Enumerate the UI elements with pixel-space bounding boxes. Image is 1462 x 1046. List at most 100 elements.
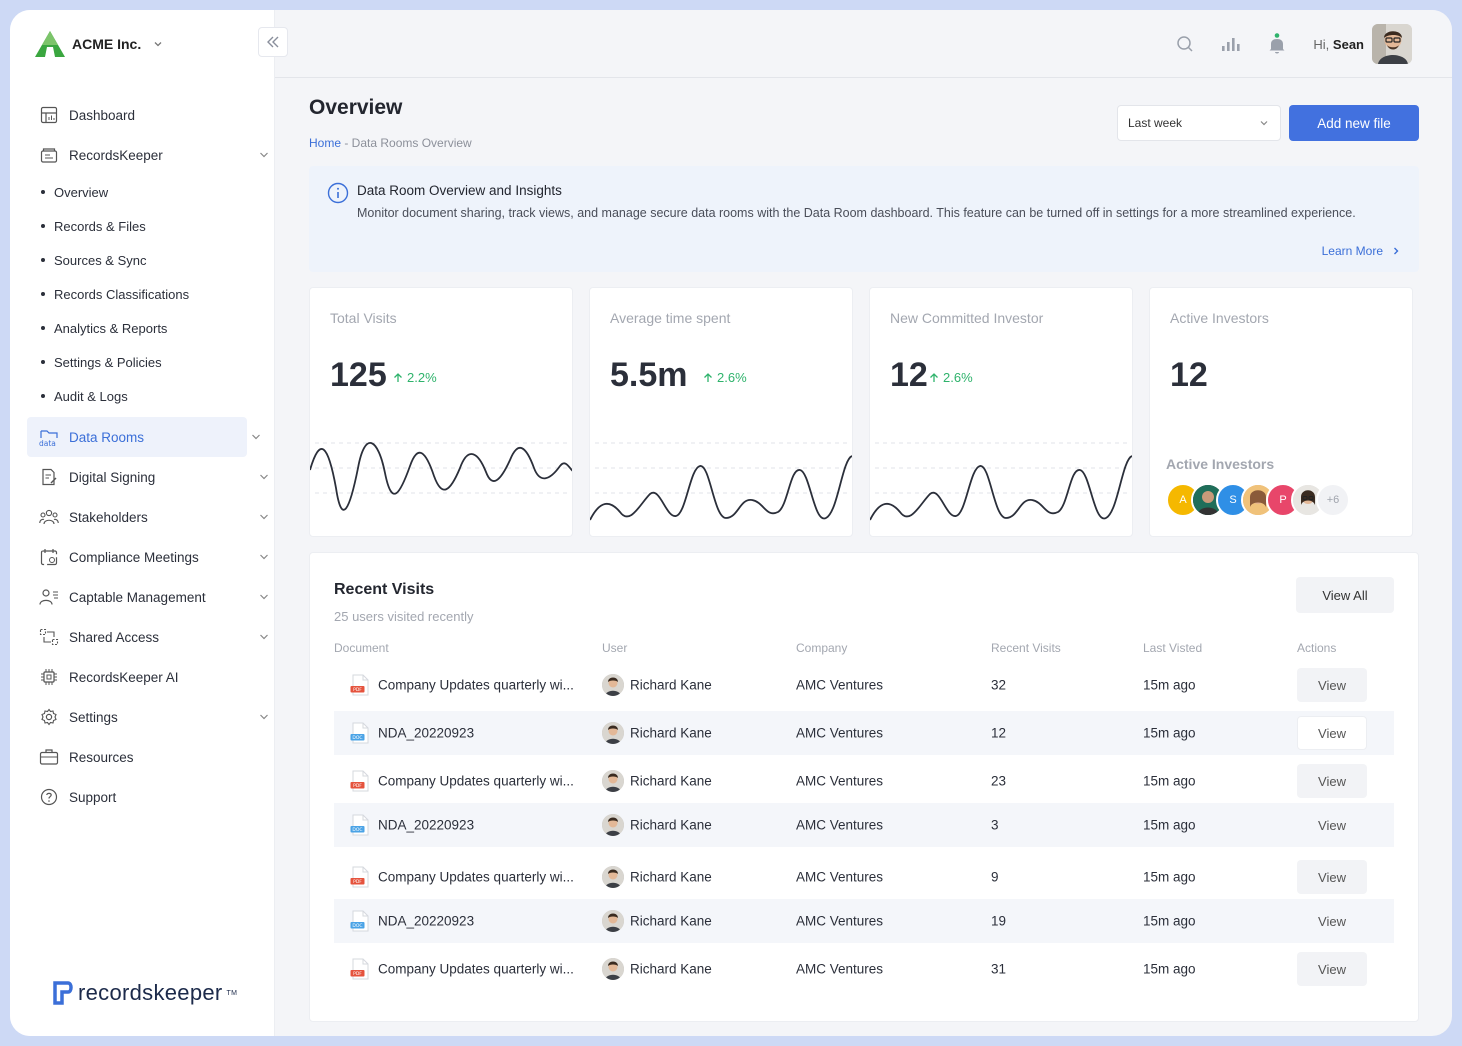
user-name: Richard Kane <box>630 677 712 693</box>
last-visited: 15m ago <box>1143 869 1196 885</box>
sidebar-item-support[interactable]: Support <box>27 777 267 817</box>
recent-visits-count: 31 <box>991 961 1007 977</box>
view-button[interactable]: View <box>1297 716 1367 750</box>
user-name: Richard Kane <box>630 725 712 741</box>
collapse-sidebar-button[interactable] <box>258 27 288 57</box>
info-description: Monitor document sharing, track views, a… <box>357 206 1356 220</box>
sidebar-item-data-rooms[interactable]: data Data Rooms <box>27 417 260 457</box>
data-icon: data <box>39 427 59 447</box>
bullet-icon <box>41 394 45 398</box>
document-name[interactable]: Company Updates quarterly wi... <box>378 961 574 977</box>
signing-icon <box>39 467 59 487</box>
view-button[interactable]: View <box>1297 668 1367 702</box>
sidebar-sub-label: Settings & Policies <box>54 354 162 370</box>
sidebar-sub-audit-logs[interactable]: Audit & Logs <box>27 379 267 413</box>
sidebar-sub-records-files[interactable]: Records & Files <box>27 209 267 243</box>
pdf-file-icon: PDF <box>350 674 369 696</box>
document-name[interactable]: NDA_20220923 <box>378 817 475 833</box>
greeting-text: Hi, <box>1313 36 1330 52</box>
table-row: PDF Company Updates quarterly wi... Richar… <box>334 947 1394 991</box>
breadcrumb-home[interactable]: Home <box>309 136 342 150</box>
last-visited: 15m ago <box>1143 725 1196 741</box>
sidebar-item-resources[interactable]: Resources <box>27 737 267 777</box>
sidebar-item-label: RecordsKeeper <box>69 147 163 163</box>
user-avatar <box>602 866 624 888</box>
column-header: Document <box>334 641 389 655</box>
file-type-label: PDF <box>353 783 362 789</box>
sidebar-item-stakeholders[interactable]: Stakeholders <box>27 497 268 537</box>
doc-file-icon: DOC <box>350 910 369 932</box>
view-button[interactable]: View <box>1297 764 1367 798</box>
bullet-icon <box>41 292 45 296</box>
investor-avatar-stack[interactable]: A S P +6 <box>1166 483 1350 517</box>
view-all-button[interactable]: View All <box>1296 577 1394 613</box>
sidebar-item-recordskeeper[interactable]: RecordsKeeper <box>27 135 268 175</box>
stat-value: 125 <box>330 356 387 394</box>
user-name: Richard Kane <box>630 913 712 929</box>
period-value: Last week <box>1128 116 1183 130</box>
recent-visits-subtitle: 25 users visited recently <box>334 609 474 624</box>
recordskeeper-wordmark: recordskeeper <box>78 980 223 1005</box>
recent-visits-count: 32 <box>991 677 1007 693</box>
document-name[interactable]: NDA_20220923 <box>378 913 475 929</box>
sidebar-item-dashboard[interactable]: Dashboard <box>27 95 267 135</box>
sidebar-item-compliance-meetings[interactable]: Compliance Meetings <box>27 537 268 577</box>
stat-card-active-investors: Active Investors 12 Active Investors A S… <box>1149 287 1413 537</box>
sidebar-sub-analytics-reports[interactable]: Analytics & Reports <box>27 311 267 345</box>
sidebar-item-digital-signing[interactable]: Digital Signing <box>27 457 268 497</box>
add-new-file-button[interactable]: Add new file <box>1289 105 1419 141</box>
search-icon[interactable] <box>1175 34 1195 54</box>
sidebar-item-captable-management[interactable]: Captable Management <box>27 577 268 617</box>
analytics-icon[interactable] <box>1221 34 1241 54</box>
document-name[interactable]: NDA_20220923 <box>378 725 475 741</box>
stat-card-average-time: Average time spent 5.5m 2.6% <box>589 287 853 537</box>
user-avatar <box>602 674 624 696</box>
shared-icon <box>39 627 59 647</box>
sidebar-item-recordskeeper-ai[interactable]: RecordsKeeper AI <box>27 657 267 697</box>
chevron-down-icon <box>260 514 268 520</box>
document-name[interactable]: Company Updates quarterly wi... <box>378 677 574 693</box>
last-visited: 15m ago <box>1143 961 1196 977</box>
view-button[interactable]: View <box>1318 913 1346 929</box>
view-button[interactable]: View <box>1318 817 1346 833</box>
stat-value: 12 <box>1170 356 1208 394</box>
file-type-label: PDF <box>353 879 362 885</box>
learn-more-link[interactable]: Learn More <box>1322 244 1401 258</box>
sidebar-sub-overview[interactable]: Overview <box>27 175 267 209</box>
view-button[interactable]: View <box>1297 860 1367 894</box>
topbar: Hi, Sean <box>275 10 1452 78</box>
bullet-icon <box>41 360 45 364</box>
recent-visits-count: 23 <box>991 773 1007 789</box>
svg-text:data: data <box>39 439 56 447</box>
stat-label: New Committed Investor <box>890 310 1044 326</box>
recordskeeper-mark-icon <box>53 981 73 1005</box>
document-name[interactable]: Company Updates quarterly wi... <box>378 773 574 789</box>
sidebar-sub-settings-policies[interactable]: Settings & Policies <box>27 345 267 379</box>
document-name[interactable]: Company Updates quarterly wi... <box>378 869 574 885</box>
period-select[interactable]: Last week <box>1117 105 1281 141</box>
sidebar-sub-sources-sync[interactable]: Sources & Sync <box>27 243 267 277</box>
pdf-file-icon: PDF <box>350 866 369 888</box>
sidebar-item-label: Data Rooms <box>69 429 145 445</box>
sidebar-item-label: Support <box>69 789 117 805</box>
view-button[interactable]: View <box>1297 952 1367 986</box>
new-investor-sparkline <box>870 442 1132 521</box>
table-row: DOC NDA_20220923 Richard Kane AMC Ventures 1… <box>334 711 1394 755</box>
bullet-icon <box>41 258 45 262</box>
sidebar: ACME Inc. Dashboard RecordsKeeper Overvi… <box>10 10 275 1036</box>
user-avatar[interactable] <box>1372 24 1412 64</box>
sidebar-item-settings[interactable]: Settings <box>27 697 268 737</box>
briefcase-icon <box>39 747 59 767</box>
sidebar-sub-records-classifications[interactable]: Records Classifications <box>27 277 267 311</box>
sidebar-item-label: Stakeholders <box>69 509 148 525</box>
stat-change-value: 2.6% <box>717 370 747 385</box>
last-visited: 15m ago <box>1143 773 1196 789</box>
more-investors-badge[interactable]: +6 <box>1316 483 1350 517</box>
sidebar-item-label: Compliance Meetings <box>69 549 199 565</box>
table-row: PDF Company Updates quarterly wi... Richar… <box>334 663 1394 707</box>
table-row: PDF Company Updates quarterly wi... Richar… <box>334 851 1394 903</box>
org-switcher[interactable]: ACME Inc. <box>34 30 163 58</box>
investor-avatar <box>1191 483 1225 517</box>
sidebar-item-shared-access[interactable]: Shared Access <box>27 617 268 657</box>
bell-icon[interactable] <box>1267 33 1287 54</box>
